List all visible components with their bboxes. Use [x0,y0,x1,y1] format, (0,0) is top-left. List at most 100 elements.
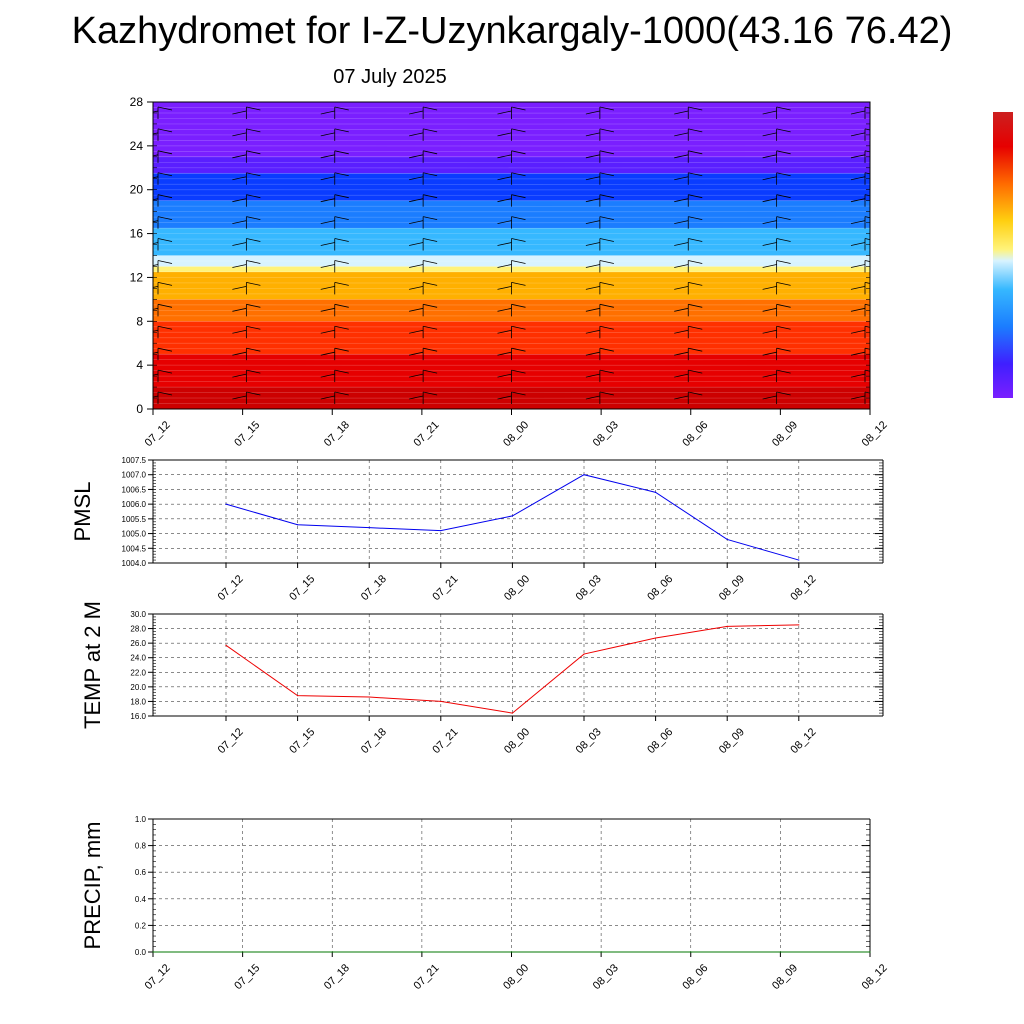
data-point [511,515,513,517]
wind-barb-flag [497,198,512,203]
data-point [690,951,692,953]
y-axis-title: PMSL [70,482,95,542]
wind-barb-flag [762,286,777,290]
wind-barb-flag [497,176,512,181]
wind-barb-flag [599,128,614,133]
data-point [869,951,871,953]
data-point [440,530,442,532]
wind-barb-flag [320,395,335,400]
wind-barb-flag [497,329,512,334]
wind-barb-flag [674,351,689,356]
wind-barb-flag [864,303,870,306]
wind-barb-flag [409,329,424,334]
wind-barb-flag [153,198,159,201]
wind-barb-flag [423,391,438,396]
wind-barb-flag [153,110,159,113]
data-point [583,653,585,655]
wind-barb-flag [864,194,870,197]
wind-barb-flag [320,264,335,268]
wind-barb-flag [850,110,866,115]
wind-barb-flag [688,303,703,308]
wind-barb-flag [153,154,159,157]
wind-barb-flag [423,260,438,264]
data-point [726,625,728,627]
wind-barb-flag [232,220,247,224]
x-tick-label: 07_21 [412,962,442,992]
wind-barb-flag [599,282,614,286]
wind-barb-flag [334,172,349,177]
wind-barb-flag [511,325,526,330]
wind-barb-flag [232,154,247,159]
wind-barb-flag [334,106,349,111]
wind-barb-flag [674,286,689,290]
wind-barb-flag [497,242,512,246]
wind-barb-flag [423,325,438,330]
wind-barb-flag [246,282,261,286]
wind-barb-flag [585,154,600,159]
wind-barb-flag [599,347,614,352]
wind-barb-flag [334,216,349,220]
wind-barb-flag [511,106,526,111]
wind-barb-flag [232,110,247,115]
wind-barb-flag [688,391,703,396]
wind-barb-flag [776,347,791,352]
wind-barb-flag [864,347,870,350]
wind-barb-flag [864,369,870,372]
colorbar [993,112,1013,398]
y-tick-label: 26.0 [130,639,146,648]
wind-barb-flag [599,150,614,155]
wind-barb-flag [776,150,791,155]
x-tick-label: 08_03 [574,573,604,603]
y-tick-label: 22.0 [130,668,146,677]
wind-barb-flag [674,242,689,246]
x-tick-label: 07_18 [322,962,352,992]
x-tick-label: 08_00 [501,962,531,992]
y-tick-label: 0.4 [135,895,147,904]
y-tick-label: 24.0 [130,654,146,663]
data-point [368,696,370,698]
wind-barb-flag [599,172,614,177]
wind-barb-flag [232,286,247,290]
wind-barb-flag [688,106,703,111]
wind-barb-flag [246,347,261,352]
y-tick-label: 1007.0 [122,471,147,480]
wind-barb-flag [423,172,438,177]
x-tick-label: 07_12 [216,573,246,603]
x-tick-label: 08_09 [717,573,747,603]
wind-barb-flag [864,238,870,241]
wind-barb-flag [511,172,526,177]
wind-barb-flag [688,238,703,242]
wind-barb-flag [246,150,261,155]
wind-barb-flag [599,325,614,330]
wind-barb-flag [334,347,349,352]
wind-barb-flag [334,260,349,264]
data-point [225,503,227,505]
wind-barb-flag [334,238,349,242]
x-tick-label: 08_00 [502,573,532,603]
x-tick-label: 07_21 [412,419,442,449]
wind-barb-flag [762,220,777,224]
wind-barb-flag [232,329,247,334]
y-tick-label: 16.0 [130,712,146,721]
wind-barb-flag [497,220,512,224]
wind-barb-flag [864,325,870,328]
wind-barb-flag [585,198,600,203]
x-tick-label: 08_12 [860,962,890,992]
wind-barb-flag [423,216,438,220]
wind-barb-flag [585,176,600,181]
wind-barb-flag [497,373,512,378]
x-tick-label: 08_12 [788,726,818,756]
y-axis-title: PRECIP, mm [80,822,105,950]
wind-barb-flag [674,176,689,181]
series-line [225,474,799,561]
wind-barb-flag [585,329,600,334]
wind-barb-flag [246,128,261,133]
data-point [331,951,333,953]
y-tick-label: 24 [130,139,144,153]
height-time-section: 0 4 8 12 16 20 24 28 07_12 07_15 07_18 07_21 08_00 08… [130,95,890,449]
wind-barb-flag [776,106,791,111]
wind-barb-flag [153,395,159,398]
wind-barb-flag [320,220,335,224]
chart-title: Kazhydromet for I-Z-Uzynkargaly-1000(43.… [71,10,953,52]
